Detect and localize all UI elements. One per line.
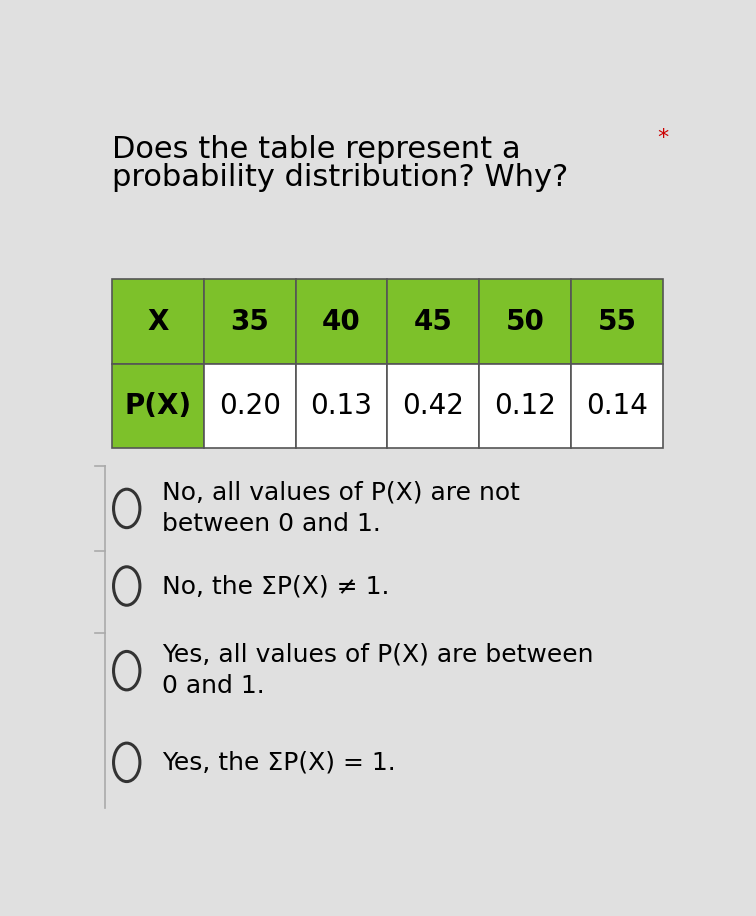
Bar bbox=[571, 364, 663, 449]
Text: 0.20: 0.20 bbox=[218, 392, 280, 420]
Text: Yes, the ΣP(X) = 1.: Yes, the ΣP(X) = 1. bbox=[162, 750, 395, 774]
Bar bbox=[387, 364, 479, 449]
Text: *: * bbox=[658, 127, 668, 147]
Bar bbox=[112, 279, 204, 364]
Text: Yes, all values of P(X) are between
0 and 1.: Yes, all values of P(X) are between 0 an… bbox=[162, 643, 593, 698]
Bar bbox=[479, 364, 571, 449]
Text: X: X bbox=[147, 308, 169, 335]
Text: P(X): P(X) bbox=[125, 392, 191, 420]
Text: 0.13: 0.13 bbox=[311, 392, 373, 420]
Text: No, the ΣP(X) ≠ 1.: No, the ΣP(X) ≠ 1. bbox=[162, 574, 389, 598]
Bar bbox=[479, 279, 571, 364]
Text: 45: 45 bbox=[414, 308, 453, 335]
Bar bbox=[296, 364, 387, 449]
Bar bbox=[204, 364, 296, 449]
Text: 50: 50 bbox=[506, 308, 544, 335]
Bar bbox=[112, 364, 204, 449]
Bar bbox=[204, 279, 296, 364]
Text: 35: 35 bbox=[231, 308, 269, 335]
Text: 55: 55 bbox=[597, 308, 637, 335]
Text: 0.14: 0.14 bbox=[586, 392, 648, 420]
Bar bbox=[571, 279, 663, 364]
Text: Does the table represent a: Does the table represent a bbox=[112, 135, 521, 164]
Text: probability distribution? Why?: probability distribution? Why? bbox=[112, 163, 569, 191]
Bar bbox=[387, 279, 479, 364]
Text: 40: 40 bbox=[322, 308, 361, 335]
Text: 0.12: 0.12 bbox=[494, 392, 556, 420]
Bar bbox=[296, 279, 387, 364]
Text: 0.42: 0.42 bbox=[402, 392, 464, 420]
Text: No, all values of P(X) are not
between 0 and 1.: No, all values of P(X) are not between 0… bbox=[162, 481, 520, 536]
